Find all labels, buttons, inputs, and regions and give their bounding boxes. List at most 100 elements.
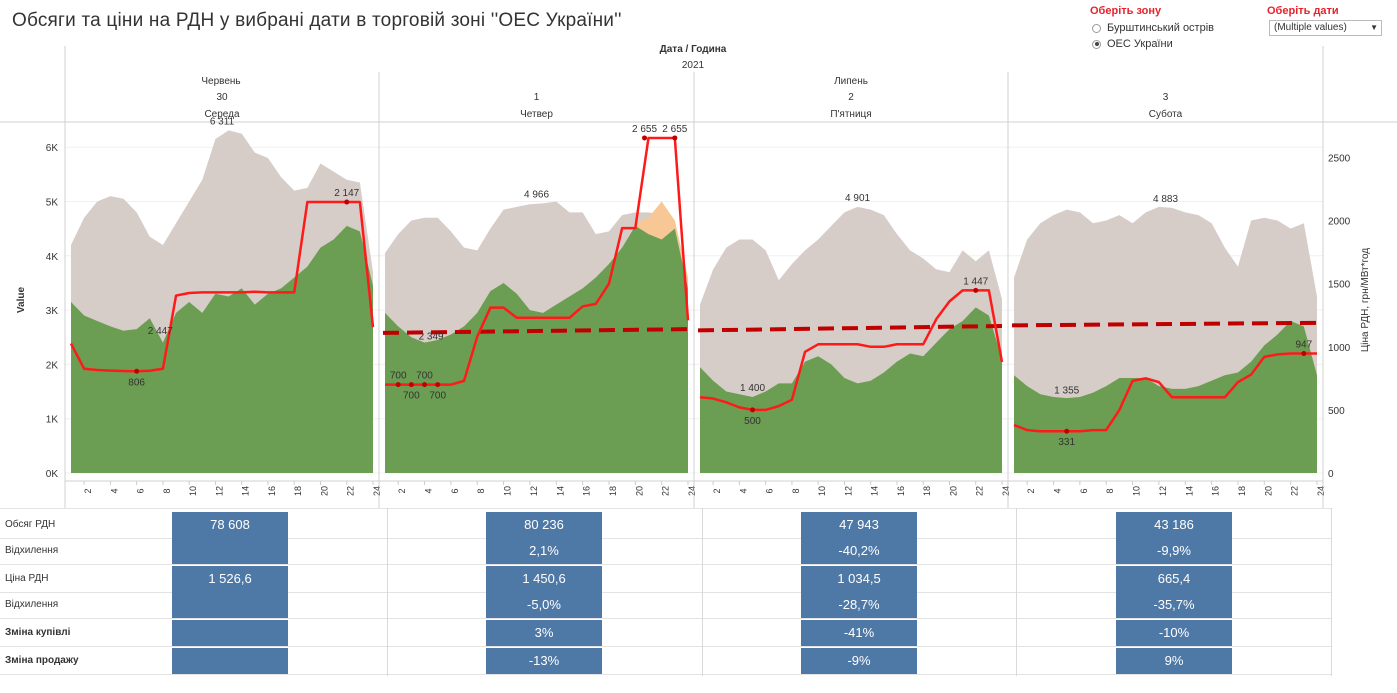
sold-volume-area (700, 307, 1002, 473)
price-line (69, 200, 375, 373)
table-cell: 1 450,6 (486, 566, 602, 592)
table-cell: 2,1% (486, 538, 602, 564)
data-label: 947 (1295, 339, 1312, 350)
x-tick-label: 2 (712, 488, 722, 493)
price-marker (408, 382, 414, 388)
radio-icon[interactable] (1092, 23, 1101, 33)
price-marker (672, 135, 678, 141)
zone-option-oes[interactable]: ОЕС України (1092, 38, 1173, 50)
x-tick-label: 18 (1237, 486, 1247, 496)
table-cell (172, 648, 288, 674)
month-label: Липень (834, 76, 868, 87)
table-cell: -9,9% (1116, 538, 1232, 564)
data-label: 1 447 (963, 276, 988, 287)
data-label: 500 (744, 416, 761, 427)
left-axis-label: Value (16, 287, 27, 314)
table-cell: 80 236 (486, 512, 602, 538)
table-row-divider (0, 618, 1332, 619)
x-tick-label: 4 (738, 488, 748, 493)
x-tick-label: 20 (1263, 486, 1273, 496)
zone-option-label: Бурштинський острів (1107, 22, 1215, 34)
weekday-label: Субота (1149, 108, 1183, 120)
x-tick-label: 10 (817, 486, 827, 496)
day-label: 2 (848, 92, 854, 103)
table-cell: -5,0% (486, 592, 602, 618)
x-tick-label: 12 (843, 486, 853, 496)
date-filter-dropdown[interactable]: (Multiple values) ▼ (1269, 20, 1382, 36)
data-label: 2 349 (419, 331, 444, 342)
x-tick-label: 14 (1184, 486, 1194, 496)
x-tick-label: 4 (424, 488, 434, 493)
data-label: 2 147 (334, 188, 359, 199)
price-marker (422, 382, 428, 388)
data-label: 2 655 (662, 124, 687, 135)
header-year: 2021 (682, 60, 705, 71)
table-cell: 43 186 (1116, 512, 1232, 538)
table-cell: -10% (1116, 620, 1232, 646)
table-row-divider (0, 538, 1332, 539)
radio-selected-icon[interactable] (1092, 39, 1101, 49)
data-label: 700 (416, 371, 433, 382)
data-label: 4 901 (845, 193, 870, 204)
weekday-label: Середа (204, 109, 240, 120)
table-cell (172, 620, 288, 646)
x-tick-label: 20 (634, 486, 644, 496)
average-price-line (382, 327, 689, 335)
table-column-divider (387, 508, 388, 676)
x-tick-label: 22 (975, 486, 985, 496)
x-tick-label: 6 (450, 488, 460, 493)
table-row-label: Відхилення (5, 545, 59, 556)
chart: Дата / Година20210K1K2K3K4K5K6KValue0500… (0, 44, 1397, 508)
right-axis-label: Ціна РДН, грн/МВт*год (1360, 248, 1371, 352)
price-marker (395, 382, 401, 388)
day-label: 3 (1163, 92, 1169, 103)
x-tick-label: 20 (948, 486, 958, 496)
price-marker (344, 199, 350, 205)
sold-volume-area (385, 225, 688, 473)
chevron-down-icon[interactable]: ▼ (1370, 23, 1378, 32)
x-tick-label: 14 (870, 486, 880, 496)
x-tick-label: 6 (1079, 488, 1089, 493)
table-row-divider (0, 646, 1332, 647)
x-tick-label: 2 (1026, 488, 1036, 493)
x-tick-label: 18 (922, 486, 932, 496)
data-label: 1 400 (740, 383, 765, 394)
x-tick-label: 16 (1211, 486, 1221, 496)
x-tick-label: 8 (162, 488, 172, 493)
data-label: 331 (1058, 437, 1075, 448)
x-tick-label: 16 (896, 486, 906, 496)
table-column-divider (702, 508, 703, 676)
x-tick-label: 24 (372, 486, 382, 496)
zone-filter-label: Оберіть зону (1090, 5, 1162, 17)
overlay-area (635, 201, 688, 289)
data-label: 806 (128, 377, 145, 388)
table-cell (172, 538, 288, 564)
table-row-divider (0, 592, 1332, 593)
x-tick-label: 2 (397, 488, 407, 493)
right-axis-tick-label: 500 (1328, 406, 1345, 417)
right-axis-tick-label: 2000 (1328, 217, 1351, 228)
table-row-label: Зміна продажу (5, 655, 79, 666)
price-marker (642, 135, 648, 141)
table-cell: -40,2% (801, 538, 917, 564)
data-label: 700 (429, 391, 446, 402)
left-axis-tick-label: 6K (46, 143, 59, 154)
average-price-line (697, 323, 1003, 333)
price-marker (435, 382, 441, 388)
x-tick-label: 6 (765, 488, 775, 493)
table-cell: -28,7% (801, 592, 917, 618)
x-tick-label: 10 (188, 486, 198, 496)
x-tick-label: 14 (241, 486, 251, 496)
data-label: 700 (403, 391, 420, 402)
x-tick-label: 8 (791, 488, 801, 493)
table-column-divider (1331, 508, 1332, 676)
table-row-label: Ціна РДН (5, 573, 49, 584)
x-tick-label: 18 (293, 486, 303, 496)
zone-option-burshtyn[interactable]: Бурштинський острів (1092, 22, 1214, 34)
x-tick-label: 6 (136, 488, 146, 493)
left-axis-tick-label: 3K (46, 306, 59, 317)
right-axis-tick-label: 0 (1328, 469, 1334, 480)
zone-option-label: ОЕС України (1107, 38, 1173, 50)
month-label: Червень (201, 76, 240, 87)
price-marker (973, 287, 979, 293)
